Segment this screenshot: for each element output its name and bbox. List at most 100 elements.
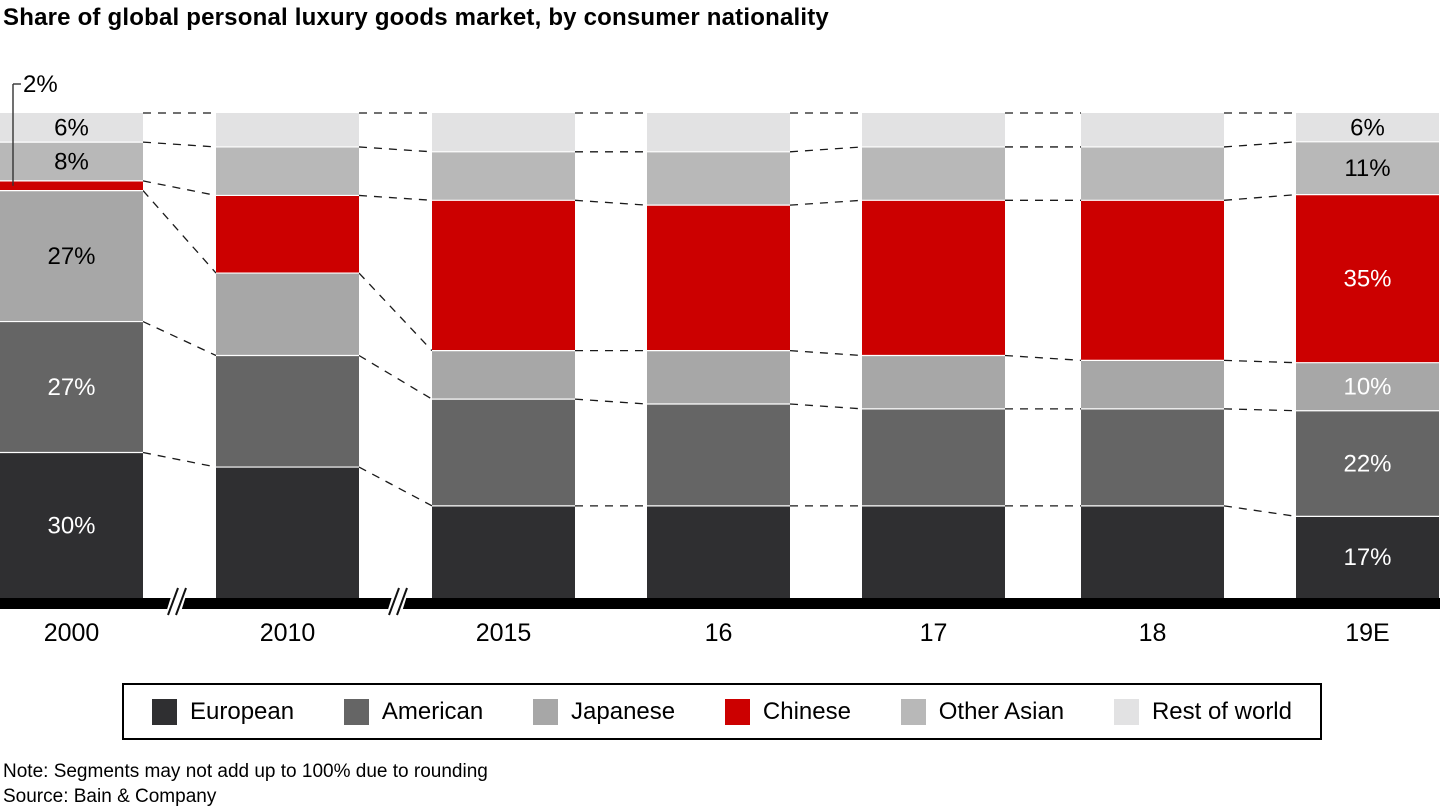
axis-break-gap [165, 582, 189, 620]
chart-source: Source: Bain & Company [3, 786, 217, 807]
legend-swatch-american [343, 698, 369, 725]
chart-title: Share of global personal luxury goods ma… [3, 4, 829, 31]
legend-swatch-chinese [724, 698, 750, 725]
bar-2015-segment-european [432, 505, 575, 598]
legend-swatch-japanese [533, 698, 559, 725]
legend-item-other-asian: Other Asian [900, 697, 1065, 726]
legend-label-rest-of-world: Rest of world [1151, 697, 1292, 725]
x-tick-18: 18 [1139, 619, 1167, 647]
dashed-connector [1223, 141, 1297, 148]
segment-label-19e-american: 22% [1343, 451, 1391, 478]
axis-break-slash [175, 587, 187, 616]
bar-2010-segment-american [216, 355, 359, 468]
bar-2000-segment-chinese [0, 180, 143, 191]
dashed-connector [142, 320, 217, 357]
axis-break-slash [388, 587, 400, 616]
bar-16-segment-rest-of-world [647, 113, 790, 152]
bar-18-segment-chinese [1081, 200, 1224, 361]
segment-label-19e-japanese: 10% [1343, 374, 1391, 401]
dashed-connector [1223, 408, 1297, 412]
dashed-connector [1004, 354, 1082, 361]
segment-label-19e-rest-of-world: 6% [1350, 114, 1385, 141]
bar-2010-segment-chinese [216, 195, 359, 274]
axis-break-slash [396, 587, 408, 616]
bar-18-segment-rest-of-world [1081, 113, 1224, 147]
x-tick-2000: 2000 [44, 619, 100, 647]
dashed-connector [574, 398, 648, 405]
dashed-connector [574, 199, 648, 206]
bar-18-segment-european [1081, 505, 1224, 598]
legend-swatch-rest-of-world [1113, 698, 1139, 725]
bar-17-segment-american [862, 408, 1005, 506]
bar-19e-segment-american [1296, 410, 1439, 517]
dashed-connector [142, 141, 217, 148]
bar-2000-segment-rest-of-world [0, 113, 143, 143]
bar-16-segment-other-asian [647, 151, 790, 206]
x-tick-17: 17 [920, 619, 948, 647]
bar-2015-segment-american [432, 399, 575, 506]
bar-18-segment-other-asian [1081, 146, 1224, 201]
dashed-connector [358, 354, 433, 400]
dashed-connector [789, 199, 863, 206]
dashed-connector [1223, 193, 1297, 201]
dashed-connector [142, 180, 217, 197]
bar-16-segment-japanese [647, 350, 790, 404]
x-tick-2010: 2010 [260, 619, 316, 647]
chart-canvas: 30% 27% 27% 8% 6% 17% 22% 10% 35% 11% 6% 2% 2000 2010… [0, 71, 1440, 647]
bar-17-segment-rest-of-world [862, 113, 1005, 147]
bar-17-segment-japanese [862, 355, 1005, 409]
dashed-connector [1223, 505, 1297, 518]
bar-16-segment-american [647, 404, 790, 506]
bar-19e-segment-european [1296, 516, 1439, 598]
x-tick-2015: 2015 [476, 619, 532, 647]
bar-2015-segment-other-asian [432, 151, 575, 201]
legend-label-european: European [190, 697, 295, 725]
segment-label-2000-european: 30% [47, 512, 95, 539]
legend-item-american: American [343, 698, 483, 726]
axis-break-slash [167, 587, 179, 616]
bar-16-segment-chinese [647, 205, 790, 351]
bar-2010-segment-european [216, 467, 359, 598]
bar-2000-segment-american [0, 321, 143, 453]
dashed-connector [789, 350, 863, 357]
dashed-connector [358, 194, 433, 201]
bar-19e-segment-other-asian [1296, 141, 1439, 195]
bar-19e-segment-chinese [1296, 194, 1439, 363]
legend-item-chinese: Chinese [724, 697, 851, 726]
segment-label-2000-japanese: 27% [47, 243, 95, 270]
dashed-connector [142, 451, 217, 468]
bar-2010-segment-japanese [216, 273, 359, 356]
legend-swatch-other-asian [900, 698, 926, 725]
dashed-connector [789, 403, 863, 410]
legend-item-rest-of-world: Rest of world [1113, 697, 1292, 726]
segment-label-19e-chinese: 35% [1343, 266, 1391, 293]
bar-17-segment-european [862, 505, 1005, 598]
segment-label-2000-other-asian: 8% [54, 149, 89, 176]
dashed-connector [358, 146, 433, 153]
legend-swatch-european [152, 698, 177, 725]
bar-2010-segment-rest-of-world [216, 113, 359, 147]
segment-label-19e-european: 17% [1343, 544, 1391, 571]
bar-17-segment-chinese [862, 200, 1005, 356]
dashed-connector [358, 466, 433, 507]
segment-label-19e-other-asian: 11% [1344, 155, 1390, 182]
legend-item-japanese: Japanese [533, 698, 675, 726]
stacked-bar-chart: 30% 27% 27% 8% 6% 17% 22% 10% 35% 11% 6% 2% 2000 2010… [0, 71, 1440, 647]
dashed-connector [142, 190, 217, 274]
segment-label-2000-rest-of-world: 6% [54, 115, 89, 142]
bar-2000-segment-japanese [0, 190, 143, 322]
axis-break-gap [386, 582, 410, 620]
bar-2015-segment-rest-of-world [432, 113, 575, 152]
bar-19e-segment-japanese [1296, 362, 1439, 411]
callout-label: 2% [23, 71, 58, 98]
legend-label-japanese: Japanese [571, 697, 676, 725]
bar-18-segment-american [1081, 408, 1224, 506]
bar-2015-segment-japanese [432, 350, 575, 400]
legend-label-other-asian: Other Asian [938, 697, 1065, 725]
x-tick-19e: 19E [1345, 619, 1389, 647]
bar-19e-segment-rest-of-world [1296, 113, 1439, 142]
segment-label-2000-american: 27% [47, 374, 95, 401]
bar-16-segment-european [647, 505, 790, 598]
legend-label-chinese: Chinese [762, 697, 851, 725]
x-tick-16: 16 [705, 619, 733, 647]
